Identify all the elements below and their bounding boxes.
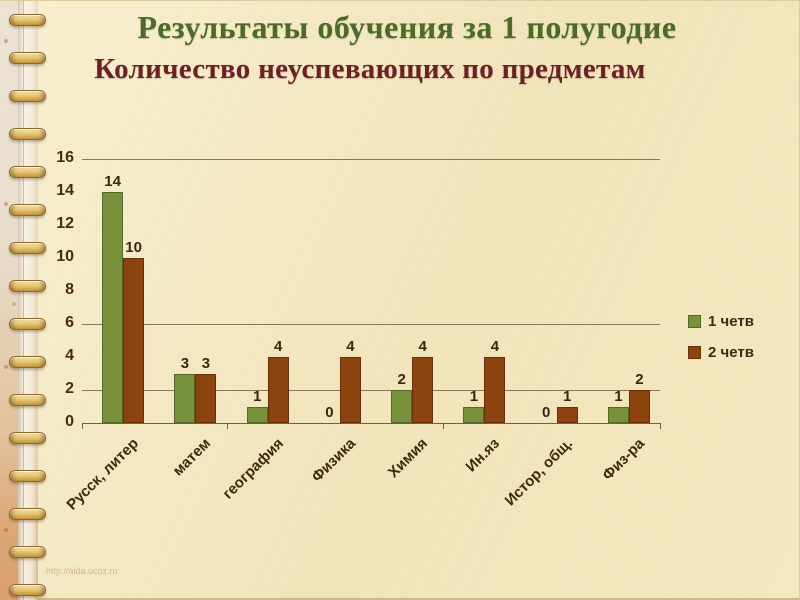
y-axis-label: 0: [65, 413, 74, 430]
bar-value-label: 2: [397, 371, 406, 388]
x-axis-label: Физика: [308, 435, 359, 486]
y-axis-label: 4: [65, 347, 74, 364]
y-axis-label: 10: [56, 248, 74, 265]
x-axis-label: Русск, литер: [63, 435, 143, 514]
bar: [463, 406, 485, 423]
axis-tick: [226, 424, 228, 429]
x-axis-label: Ин.яз: [462, 435, 504, 476]
y-axis-label: 6: [65, 314, 74, 331]
y-axis-label: 14: [56, 182, 74, 199]
binder-ring-icon: [9, 432, 46, 444]
bar: [195, 373, 217, 423]
chart-legend: 1 четв 2 четв: [688, 313, 754, 375]
bar-value-label: 1: [562, 387, 572, 405]
legend-swatch-icon: [688, 315, 701, 328]
bar: [412, 357, 434, 423]
slide-title: Результаты обучения за 1 полугодие: [137, 9, 677, 45]
bar-value-label: 10: [125, 239, 142, 256]
binder-ring-icon: [9, 280, 46, 292]
bar-value-label: 1: [252, 387, 262, 405]
bar-value-label: 14: [104, 173, 121, 190]
y-axis-label: 8: [65, 281, 74, 298]
bar-value-label: 0: [325, 404, 334, 421]
bar-value-label: 0: [541, 404, 551, 421]
binder-ring-icon: [9, 242, 46, 254]
x-axis-label: Физ-ра: [599, 435, 648, 484]
legend-swatch-icon: [688, 346, 701, 359]
binder-ring-icon: [9, 128, 46, 140]
legend-label: 1 четв: [708, 313, 754, 330]
gridline: [82, 324, 660, 325]
slide-subtitle: Количество неуспевающих по предметам: [94, 53, 646, 85]
binder-ring-icon: [9, 166, 46, 178]
gridline: [82, 390, 660, 391]
binder-ring-icon: [9, 394, 46, 406]
bar: [123, 258, 145, 423]
bar: [174, 373, 196, 423]
y-axis-label: 2: [65, 380, 74, 397]
x-axis-label: Истор, общ.: [501, 435, 576, 510]
legend-item: 1 четв: [688, 313, 754, 330]
y-axis-label: 16: [56, 149, 74, 166]
bar: [607, 406, 629, 423]
bar: [391, 390, 413, 423]
binder-ring-icon: [9, 508, 46, 520]
bar-value-label: 1: [469, 387, 479, 405]
binder-ring-icon: [9, 584, 46, 596]
page-seam: [23, 1, 24, 600]
bar: [102, 192, 124, 423]
bar-value-label: 1: [614, 387, 623, 405]
axis-tick: [82, 424, 83, 429]
x-axis-line: [82, 423, 661, 424]
bar-value-label: 4: [346, 338, 355, 355]
x-axis-label: Химия: [384, 435, 432, 482]
bar-value-label: 3: [201, 354, 211, 372]
y-axis-label: 12: [56, 215, 74, 232]
binder-ring-icon: [9, 14, 46, 26]
bar-value-label: 4: [418, 338, 427, 355]
watermark-url: http://aida.ucoz.ru: [46, 566, 118, 576]
bar-value-label: 4: [273, 338, 283, 355]
bar-value-label: 2: [635, 371, 644, 388]
bar: [339, 357, 361, 423]
bar: [556, 406, 578, 423]
binder-ring-icon: [9, 318, 46, 330]
bar: [484, 357, 506, 423]
binder-ring-icon: [9, 470, 46, 482]
legend-item: 2 четв: [688, 344, 754, 361]
x-axis-label: матем: [169, 435, 215, 480]
binder-ring-icon: [9, 356, 46, 368]
bar: [267, 357, 289, 423]
bar-value-label: 3: [180, 354, 190, 372]
binder-ring-icon: [9, 90, 46, 102]
axis-tick: [660, 424, 661, 429]
legend-label: 2 четв: [708, 344, 754, 361]
binder-ring-icon: [9, 546, 46, 558]
binder-ring-icon: [9, 52, 46, 64]
bar: [246, 406, 268, 423]
axis-tick: [443, 424, 445, 429]
bar: [628, 390, 650, 423]
gridline: [82, 159, 660, 160]
binder-ring-icon: [9, 204, 46, 216]
bar-value-label: 4: [490, 338, 500, 355]
x-axis-label: география: [219, 435, 287, 503]
